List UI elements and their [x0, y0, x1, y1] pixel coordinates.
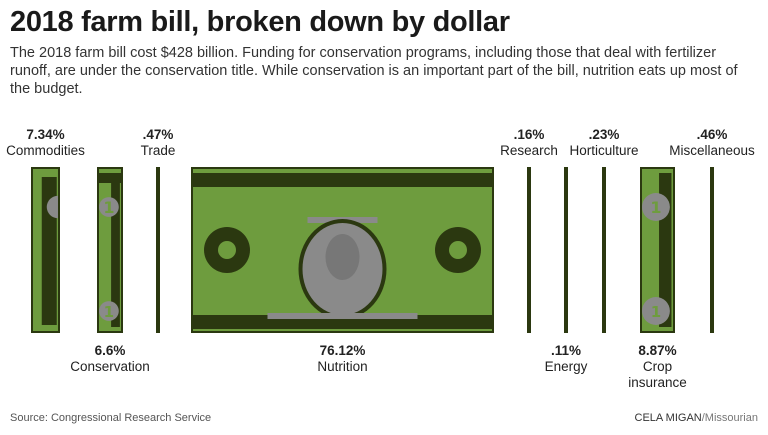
value-label: .16%	[513, 127, 545, 142]
bar-label: .16% Research	[500, 127, 558, 159]
bill-energy	[564, 167, 568, 333]
svg-text:1: 1	[651, 303, 661, 321]
category-label: Commodities	[6, 143, 85, 158]
category-label: Research	[500, 143, 558, 158]
bill-research	[527, 167, 531, 333]
svg-text:1: 1	[104, 303, 114, 321]
value-label: 8.87%	[638, 343, 677, 358]
source-note: Source: Congressional Research Service	[10, 412, 212, 424]
bar-label: 8.87% Crop insurance	[628, 343, 688, 391]
value-label: .46%	[696, 127, 728, 142]
bill-trade	[156, 167, 160, 333]
value-label: 6.6%	[94, 343, 126, 358]
value-label: 7.34%	[26, 127, 65, 142]
category-label: Energy	[544, 359, 588, 374]
value-label: .11%	[550, 343, 582, 358]
bar-label: .46% Miscellaneous	[669, 127, 755, 159]
category-label: Miscellaneous	[669, 143, 755, 158]
bar-label: .47% Trade	[141, 127, 176, 159]
category-label: Conservation	[70, 359, 150, 374]
bill-artwork	[41, 177, 58, 325]
bar-label: 76.12% Nutrition	[317, 343, 367, 375]
category-label: Trade	[140, 143, 176, 158]
value-label: .47%	[142, 127, 174, 142]
chart-subtitle: The 2018 farm bill cost $428 billion. Fu…	[10, 45, 738, 97]
bill-artwork: 11	[642, 173, 672, 327]
credit-outlet: /Missourian	[701, 412, 758, 424]
value-label: 76.12%	[319, 343, 366, 358]
bill-artwork: 11	[99, 173, 121, 327]
chart-title: 2018 farm bill, broken down by dollar	[10, 6, 510, 38]
bar-label: 7.34% Commodities	[6, 127, 85, 159]
bill-miscellaneous	[710, 167, 714, 333]
bill-commodities	[31, 167, 60, 333]
bar-label: .11% Energy	[545, 343, 588, 375]
bar-label: .23% Horticulture	[569, 127, 638, 159]
bill-artwork	[193, 173, 492, 329]
bill-nutrition	[191, 167, 494, 333]
credit-name: CELA MIGAN	[634, 412, 702, 424]
value-label: .23%	[588, 127, 620, 142]
bar-label: 6.6% Conservation	[70, 343, 150, 375]
svg-text:1: 1	[650, 198, 661, 217]
category-label: Crop insurance	[628, 359, 687, 390]
svg-text:1: 1	[103, 198, 114, 217]
bill-horticulture	[602, 167, 606, 333]
category-label: Horticulture	[569, 143, 639, 158]
credit: CELA MIGAN/Missourian	[635, 412, 759, 424]
category-label: Nutrition	[317, 359, 368, 374]
